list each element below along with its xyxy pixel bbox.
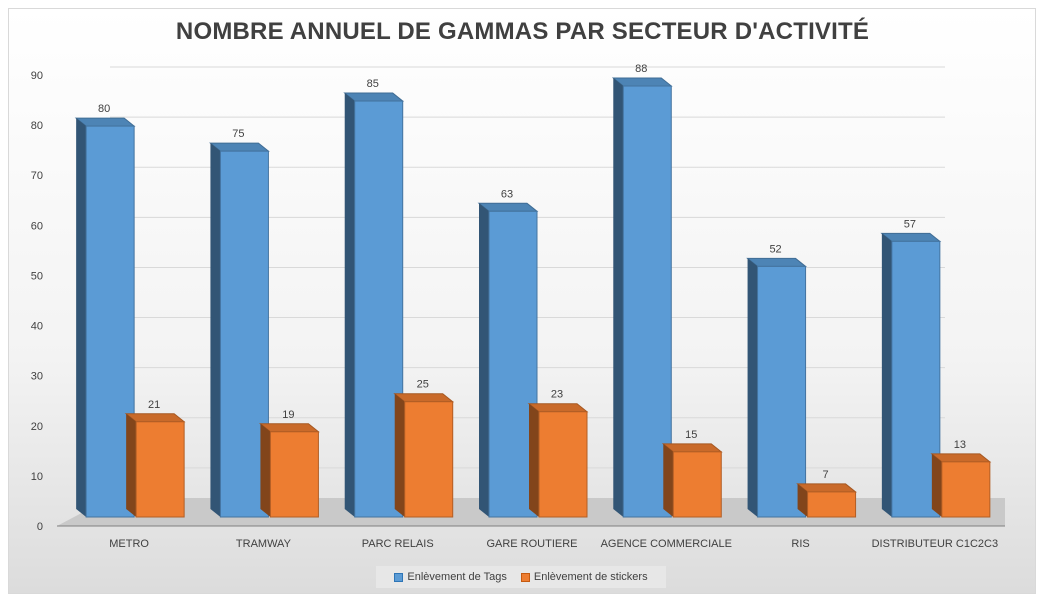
y-tick-label: 40 xyxy=(31,321,43,333)
bar-top xyxy=(393,393,455,403)
x-tick-label: GARE ROUTIERE xyxy=(486,538,577,550)
bar-left-side xyxy=(931,453,942,517)
bar-left-side xyxy=(797,483,808,517)
bar-tags xyxy=(757,265,807,518)
data-label: 23 xyxy=(551,389,563,401)
bar-left-side xyxy=(663,443,674,517)
data-label: 80 xyxy=(98,103,110,115)
bar-stickers xyxy=(672,451,722,518)
chart-title: NOMBRE ANNUEL DE GAMMAS PAR SECTEUR D'AC… xyxy=(175,18,870,45)
legend: Enlèvement de Tags Enlèvement de sticker… xyxy=(376,566,666,588)
y-tick-label: 30 xyxy=(31,371,43,383)
bar-top xyxy=(880,232,942,242)
bar-top xyxy=(746,257,807,267)
legend-swatch-tags xyxy=(394,572,404,582)
bar-left-side xyxy=(210,143,221,517)
bar-stickers xyxy=(941,461,991,518)
bar-left-side xyxy=(394,393,405,517)
y-tick-label: 0 xyxy=(37,521,43,533)
x-tick-label: TRAMWAY xyxy=(236,538,292,550)
data-label: 25 xyxy=(417,379,429,391)
y-tick-label: 20 xyxy=(31,421,43,433)
bar-top xyxy=(477,202,539,212)
x-tick-label: METRO xyxy=(109,538,149,550)
bar-top xyxy=(661,443,723,453)
bar-top xyxy=(209,142,270,152)
bar-left-side xyxy=(881,233,892,517)
bar-left-side xyxy=(747,258,758,517)
y-tick-label: 80 xyxy=(31,120,43,132)
data-label: 52 xyxy=(769,243,781,255)
bar-top xyxy=(796,483,857,493)
bar-stickers xyxy=(404,401,454,518)
data-label: 85 xyxy=(367,78,379,90)
data-label: 63 xyxy=(501,188,513,200)
bar-stickers xyxy=(135,421,185,518)
bar-top xyxy=(527,403,589,413)
y-tick-label: 90 xyxy=(31,70,43,82)
bar-top xyxy=(74,117,136,127)
data-label: 7 xyxy=(823,469,829,481)
bar-stickers xyxy=(807,491,857,518)
bar-top xyxy=(259,423,320,433)
data-label: 57 xyxy=(904,218,916,230)
legend-item-tags: Enlèvement de Tags xyxy=(394,571,507,583)
bar-top xyxy=(611,77,673,87)
bar-left-side xyxy=(613,78,624,518)
legend-item-stickers: Enlèvement de stickers xyxy=(520,571,648,583)
bar-stickers xyxy=(269,431,319,518)
bar-stickers xyxy=(538,411,588,518)
bar-top xyxy=(343,92,405,102)
y-tick-label: 60 xyxy=(31,220,43,232)
data-label: 13 xyxy=(954,439,966,451)
x-tick-label: PARC RELAIS xyxy=(362,538,434,550)
legend-label-stickers: Enlèvement de stickers xyxy=(533,571,648,583)
legend-swatch-stickers xyxy=(520,572,530,582)
bar-left-side xyxy=(479,203,489,518)
bar-left-side xyxy=(529,403,539,517)
x-tick-label: DISTRIBUTEUR C1C2C3 xyxy=(872,538,999,550)
bar-left-side xyxy=(260,423,271,517)
y-tick-label: 10 xyxy=(31,471,43,483)
bar-left-side xyxy=(126,413,137,517)
bar-top xyxy=(930,453,992,463)
data-label: 21 xyxy=(148,399,160,411)
x-tick-label: AGENCE COMMERCIALE xyxy=(601,538,732,550)
data-label: 15 xyxy=(685,429,697,441)
bar-left-side xyxy=(344,93,355,518)
legend-label-tags: Enlèvement de Tags xyxy=(407,571,507,583)
bar-left-side xyxy=(76,118,87,517)
data-label: 88 xyxy=(635,63,647,75)
data-label: 19 xyxy=(282,409,294,421)
x-tick-label: RIS xyxy=(791,538,809,550)
data-label: 75 xyxy=(232,128,244,140)
y-tick-label: 70 xyxy=(31,170,43,182)
bar-top xyxy=(124,413,186,423)
y-tick-label: 50 xyxy=(31,270,43,282)
